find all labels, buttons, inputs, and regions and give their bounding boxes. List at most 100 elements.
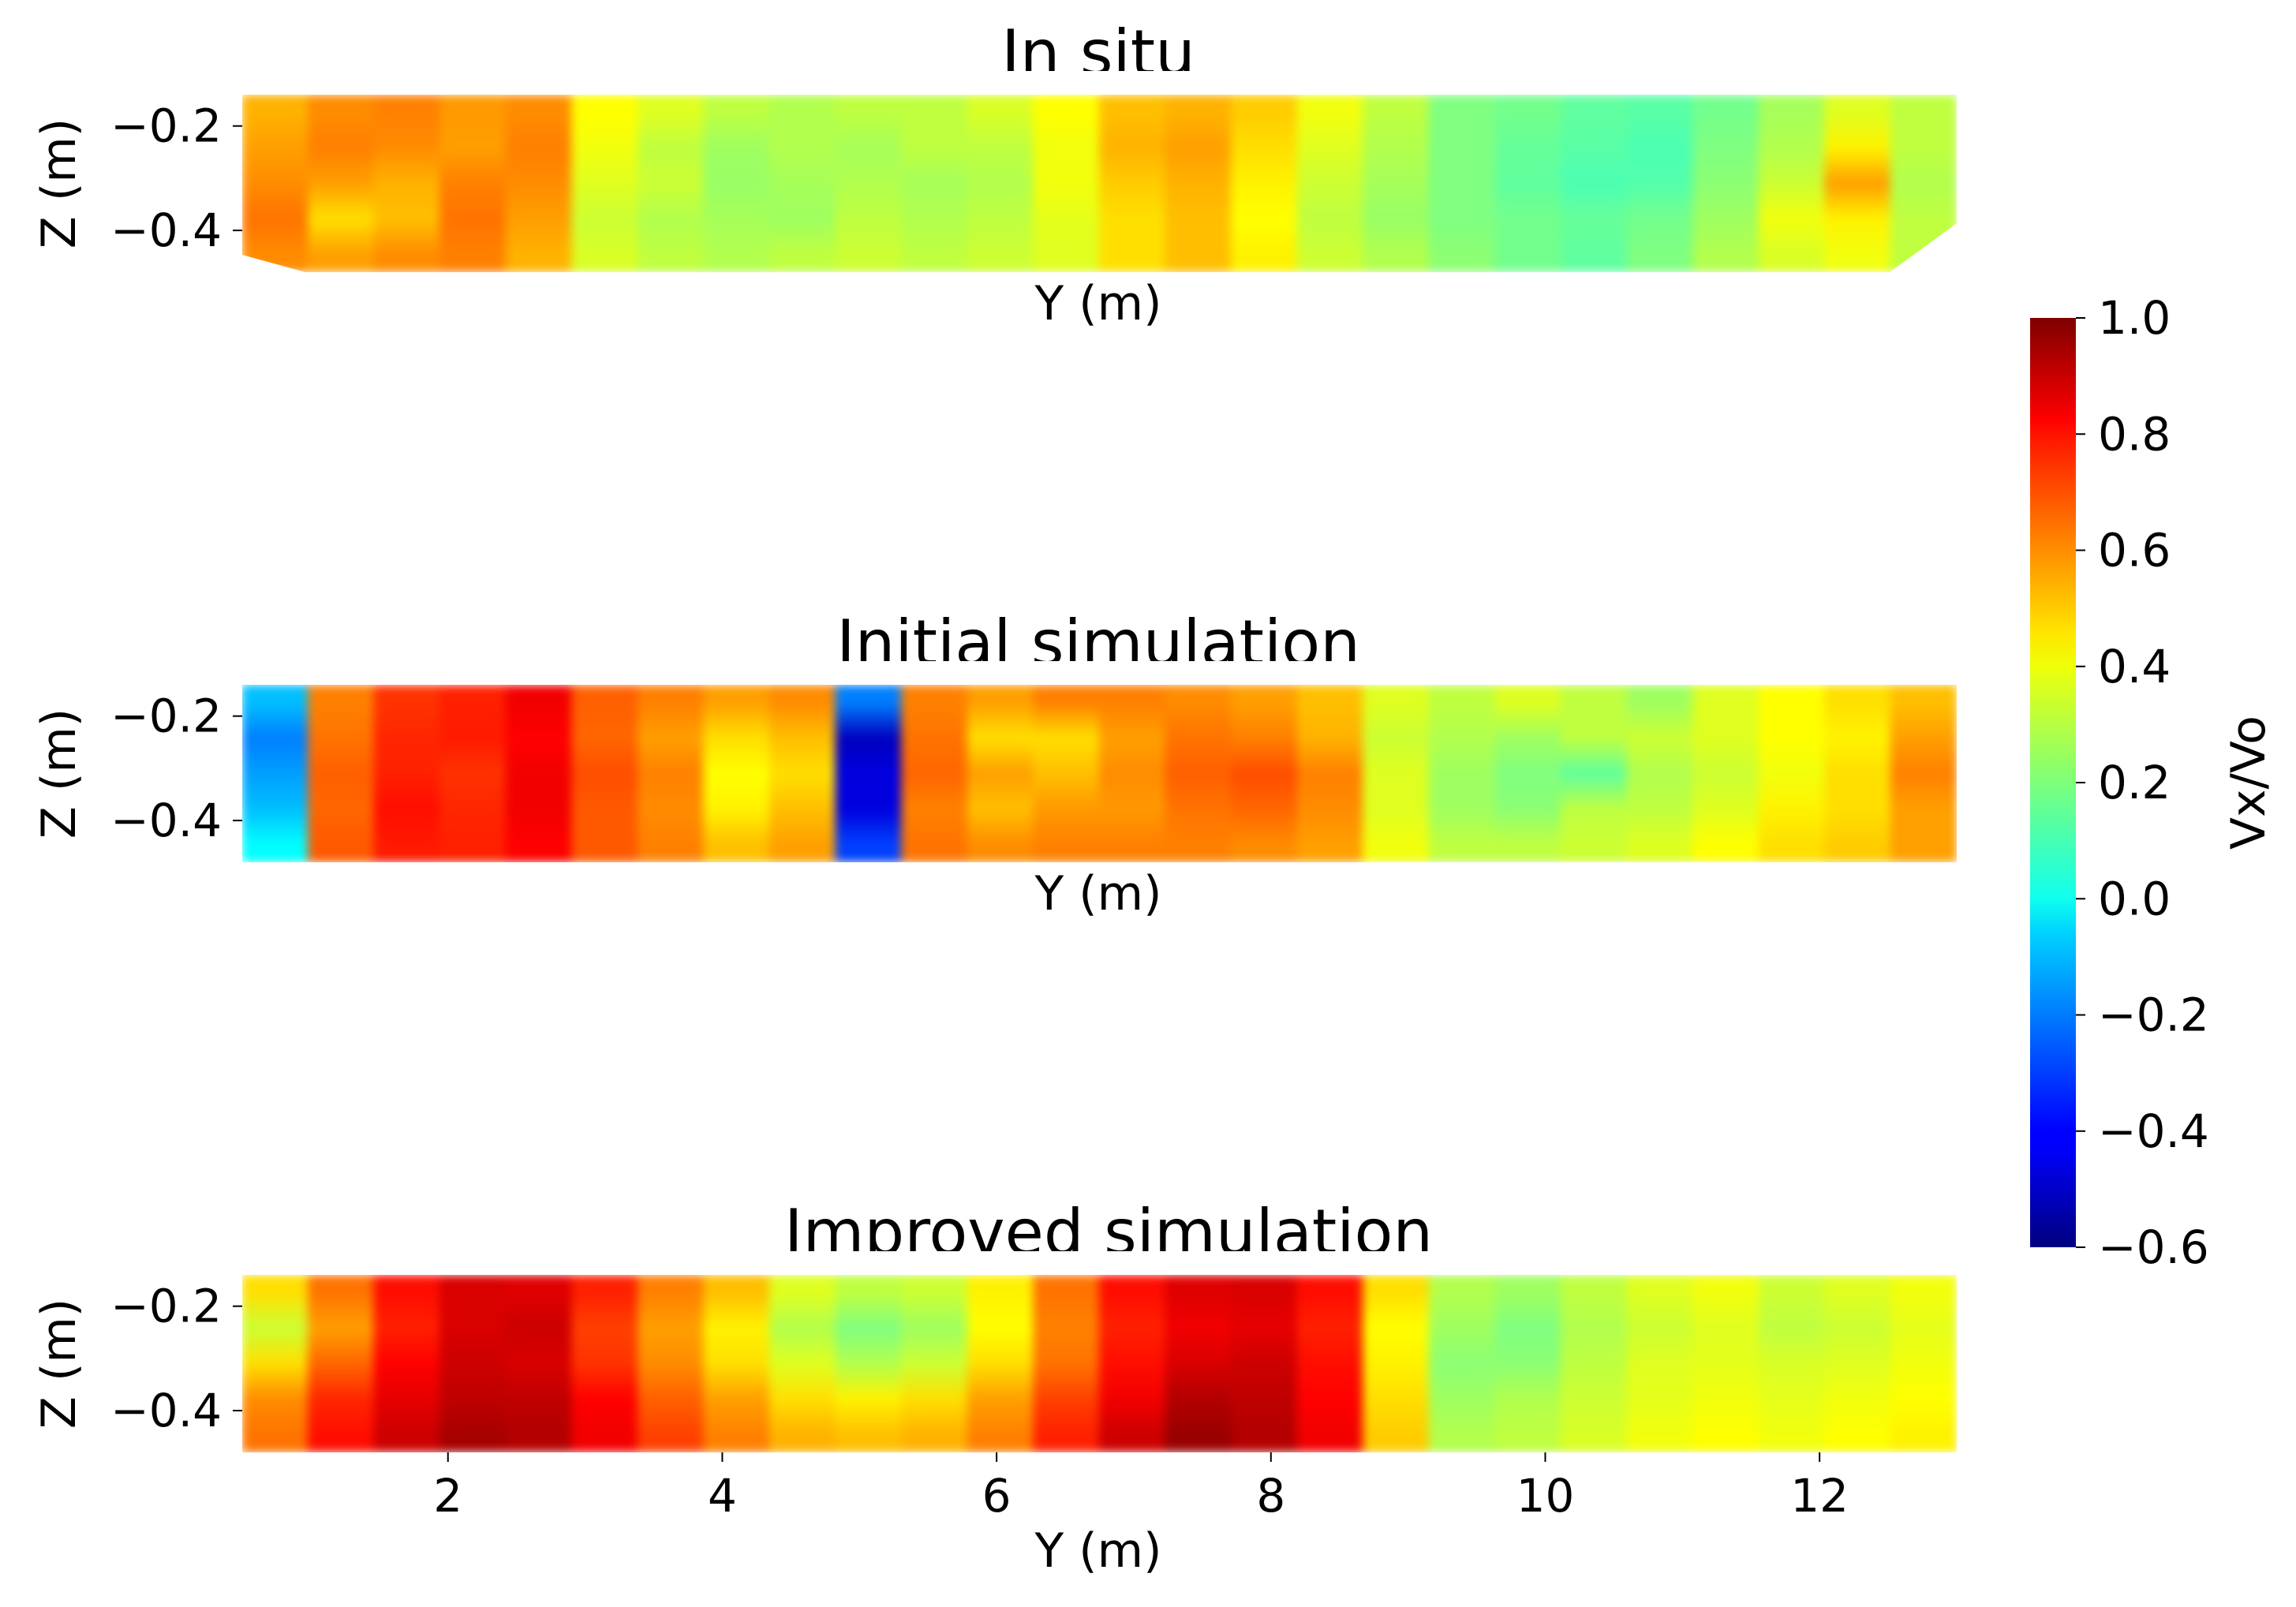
heatmap-column: [439, 685, 507, 862]
heatmap-column: [1033, 685, 1101, 862]
heatmap-column: [901, 95, 968, 272]
heatmap-column: [1692, 685, 1759, 862]
x-tick-label: 2: [433, 1469, 462, 1523]
colorbar-tick-label: 1.0: [2098, 291, 2171, 345]
x-axis-label: Y (m): [1034, 276, 1162, 331]
y-axis-label: Z (m): [32, 708, 87, 839]
heatmap-column: [1560, 95, 1628, 272]
heatmap-column: [1033, 95, 1101, 272]
heatmap-column: [1824, 1275, 1891, 1452]
heatmap-column: [1758, 95, 1826, 272]
heatmap-column: [1626, 1275, 1694, 1452]
heatmap-column: [373, 95, 441, 272]
edge-mask: [234, 862, 1965, 886]
heatmap-column: [1692, 95, 1759, 272]
heatmap-column: [1231, 1275, 1298, 1452]
heatmap-column: [901, 1275, 968, 1452]
heatmap-column: [1560, 1275, 1628, 1452]
heatmap-column: [1296, 95, 1364, 272]
heatmap-column: [1692, 1275, 1759, 1452]
y-axis-label: Z (m): [32, 118, 87, 249]
heatmap-column: [1033, 1275, 1101, 1452]
heatmap-column: [967, 1275, 1034, 1452]
heatmap-column: [1165, 1275, 1232, 1452]
edge-mask: [1957, 661, 2028, 886]
no-data-mask: [242, 255, 305, 272]
heatmap-column: [1428, 95, 1496, 272]
heatmap-column: [637, 685, 705, 862]
heatmap-column: [1098, 95, 1166, 272]
edge-mask: [234, 1452, 1965, 1476]
heatmap-column: [241, 1275, 309, 1452]
colorbar-tick-label: 0.4: [2098, 640, 2171, 693]
x-axis-label: Y (m): [1034, 866, 1162, 921]
heatmap-column: [1494, 95, 1562, 272]
edge-mask: [1957, 1251, 2028, 1476]
heatmap-column: [1494, 685, 1562, 862]
edge-mask: [0, 71, 242, 296]
heatmap-area: [241, 1275, 1958, 1452]
heatmap-column: [1560, 685, 1628, 862]
heatmap-column: [1824, 95, 1891, 272]
heatmap-column: [703, 95, 771, 272]
heatmap-column: [1363, 95, 1430, 272]
x-ticks: 2 4 6 8 10 12: [433, 1452, 1849, 1523]
heatmap-column: [1363, 685, 1430, 862]
y-ticks: −0.2 −0.4: [110, 690, 242, 847]
heatmap-column: [1363, 1275, 1430, 1452]
heatmap-column: [769, 95, 836, 272]
heatmap-column: [769, 685, 836, 862]
x-axis-label: Y (m): [1034, 1523, 1162, 1579]
heatmap-column: [1824, 685, 1891, 862]
heatmap-column: [1231, 685, 1298, 862]
heatmap-column: [703, 1275, 771, 1452]
heatmap-column: [835, 95, 903, 272]
heatmap-column: [505, 685, 573, 862]
heatmap-column: [1165, 95, 1232, 272]
heatmap-column: [1758, 1275, 1826, 1452]
heatmap-column: [1231, 95, 1298, 272]
y-tick-label: −0.2: [110, 690, 222, 743]
heatmap-column: [439, 95, 507, 272]
colorbar-tick-label: −0.4: [2098, 1104, 2209, 1158]
heatmap-column: [1890, 685, 1958, 862]
edge-mask: [0, 661, 242, 886]
heatmap-column: [1098, 685, 1166, 862]
heatmap-column: [1758, 685, 1826, 862]
heatmap-area: [241, 95, 1958, 272]
y-axis-label: Z (m): [32, 1299, 87, 1429]
colorbar-tick-label: 0.8: [2098, 407, 2171, 461]
heatmap-column: [967, 95, 1034, 272]
colorbar-tick-label: −0.6: [2098, 1220, 2209, 1274]
heatmap-column: [308, 95, 375, 272]
heatmap-column: [308, 685, 375, 862]
edge-mask: [234, 71, 1965, 95]
y-ticks: −0.2 −0.4: [110, 1280, 242, 1437]
no-data-mask: [1890, 223, 1957, 272]
x-tick-label: 10: [1516, 1469, 1575, 1523]
edge-mask: [234, 272, 1965, 296]
colorbar-tick-label: 0.2: [2098, 756, 2171, 809]
colorbar: 1.0 0.8 0.6 0.4 0.2 0.0 −0.2 −0.4 −0.6 Vx/Vo: [2030, 291, 2276, 1274]
heatmap-column: [1626, 95, 1694, 272]
heatmap-column: [241, 95, 309, 272]
x-tick-label: 4: [708, 1469, 737, 1523]
y-tick-label: −0.4: [110, 1384, 222, 1437]
edge-mask: [1957, 71, 2028, 296]
y-tick-label: −0.2: [110, 1280, 222, 1333]
colorbar-label: Vx/Vo: [2221, 716, 2276, 850]
heatmap-area: [241, 685, 1958, 862]
panel-improved-simulation: Improved simulation −0.2−0.4 2 4 6 8 10 12 Z …: [0, 1196, 2028, 1579]
panel-initial-simulation: Initial simulation −0.2−0.4 Z (m) Y (m): [0, 607, 2028, 921]
panel-in-situ: In situ −0.2−0.4 Z (m) Y (m): [0, 17, 2028, 331]
heatmap-column: [901, 685, 968, 862]
heatmap-column: [1098, 1275, 1166, 1452]
heatmap-column: [1296, 685, 1364, 862]
heatmap-column: [505, 95, 573, 272]
x-tick-label: 8: [1256, 1469, 1285, 1523]
heatmap-column: [835, 685, 903, 862]
heatmap-column: [637, 1275, 705, 1452]
x-tick-label: 12: [1790, 1469, 1849, 1523]
heatmap-column: [373, 685, 441, 862]
